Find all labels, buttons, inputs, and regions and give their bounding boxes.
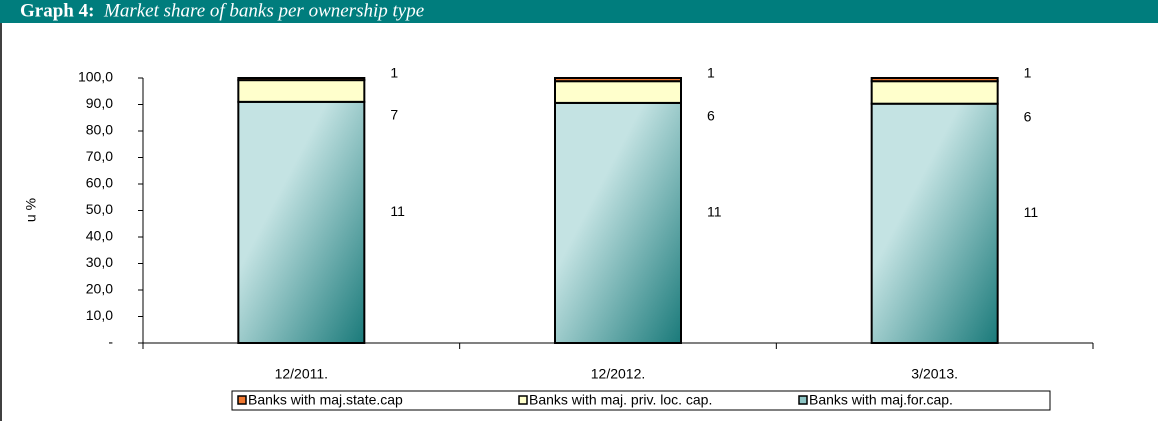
y-tick-label: - [108, 334, 113, 350]
y-tick-label: 40,0 [86, 228, 113, 244]
y-tick-label: 20,0 [86, 281, 113, 297]
bar-segment [554, 77, 682, 83]
title-prefix: Graph 4: [20, 0, 94, 21]
count-label: 11 [390, 203, 405, 219]
count-label: 1 [707, 65, 715, 81]
bar-segment [237, 77, 366, 82]
y-tick-label: 70,0 [86, 148, 113, 164]
chart-title: Market share of banks per ownership type [103, 0, 424, 21]
y-axis-label: u % [23, 198, 39, 222]
bar-segment [237, 100, 366, 344]
y-tick-label: 80,0 [86, 122, 113, 138]
count-label: 6 [1024, 108, 1032, 124]
legend-box [231, 390, 1051, 411]
bar-segment [870, 80, 999, 105]
legend-label: Banks with maj.state.cap [248, 392, 403, 408]
bar-segment [237, 79, 366, 103]
header-bar [0, 0, 1158, 23]
y-tick-label: 60,0 [86, 175, 113, 191]
x-tick-label: 12/2012. [591, 366, 646, 382]
legend-swatch [518, 395, 528, 405]
count-label: 6 [707, 108, 715, 124]
y-tick-label: 90,0 [86, 95, 113, 111]
count-label: 7 [390, 107, 398, 123]
bar-segment [870, 77, 999, 83]
x-tick-label: 3/2013. [911, 366, 958, 382]
y-tick-label: 50,0 [86, 201, 113, 217]
legend-label: Banks with maj. priv. loc. cap. [529, 392, 712, 408]
bar-segment [554, 80, 682, 104]
count-label: 11 [707, 204, 722, 220]
count-label: 11 [1024, 204, 1039, 220]
legend-swatch [237, 395, 247, 405]
y-tick-label: 30,0 [86, 254, 113, 270]
count-label: 1 [1024, 65, 1032, 81]
bar-segment [870, 102, 999, 344]
x-tick-label: 12/2011. [275, 366, 328, 382]
y-tick-label: 10,0 [86, 307, 113, 323]
legend-label: Banks with maj.for.cap. [809, 392, 953, 408]
y-tick-label: 100,0 [78, 69, 113, 85]
count-label: 1 [390, 65, 398, 81]
bar-segment [554, 101, 682, 344]
legend-swatch [798, 395, 808, 405]
